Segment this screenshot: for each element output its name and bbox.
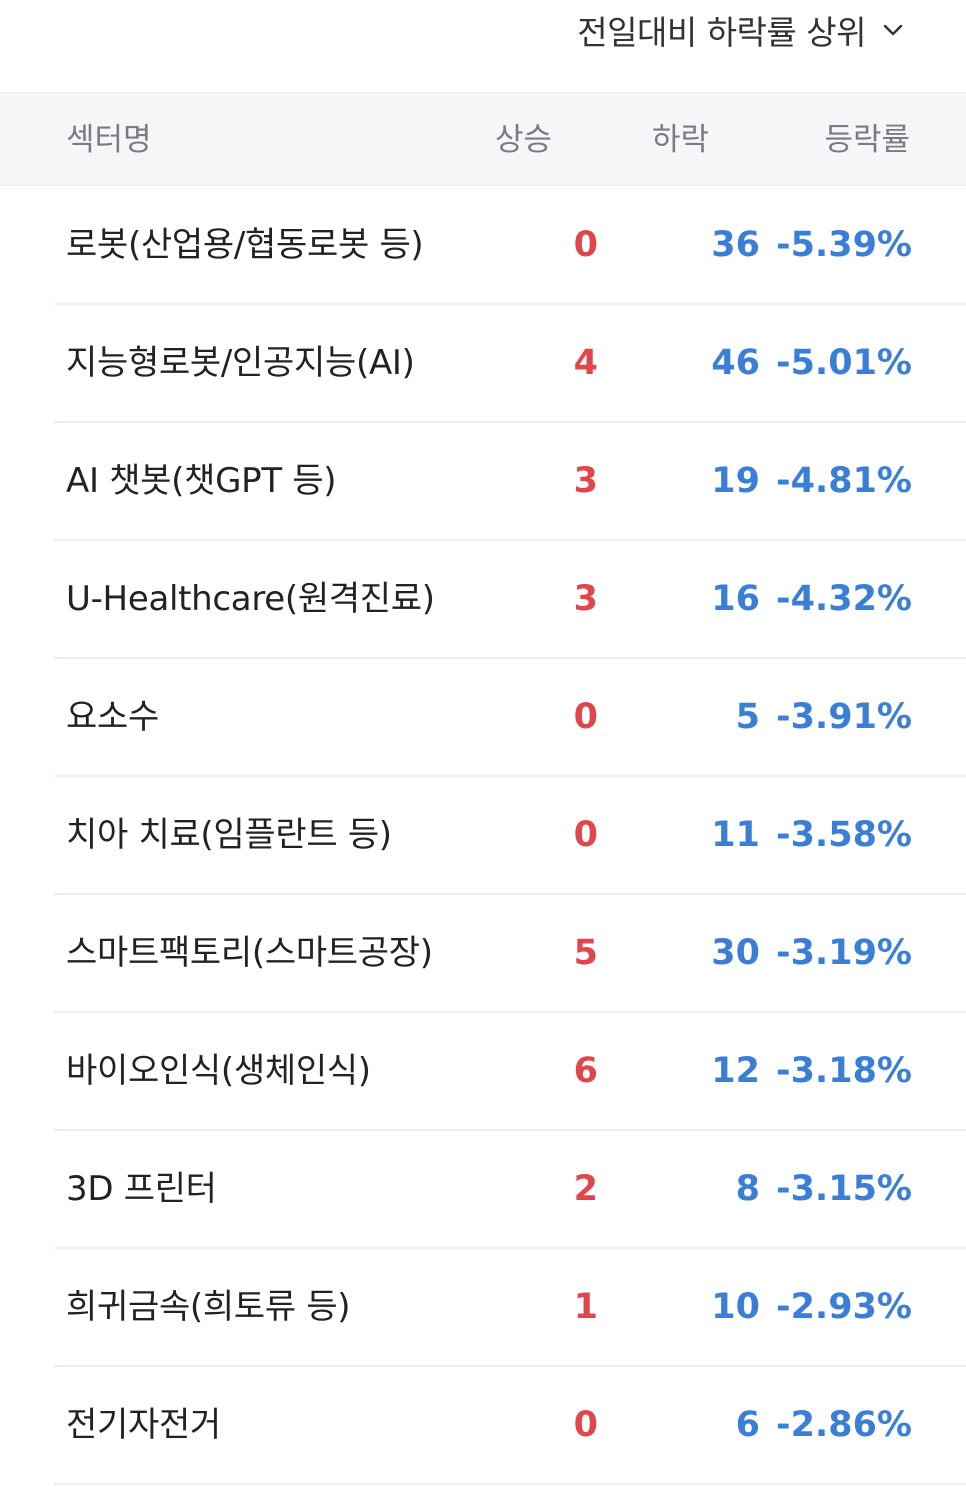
up-count: 0: [573, 1405, 598, 1445]
sector-list: 로봇(산업용/협동로봇 등) 0 36 -5.39% 지능형로봇/인공지능(AI) 4 46…: [0, 187, 966, 1485]
change-rate: -3.18%: [776, 1051, 912, 1091]
table-row[interactable]: 바이오인식(생체인식) 6 12 -3.18%: [54, 1013, 966, 1131]
sector-name: 치아 치료(임플란트 등): [66, 815, 392, 855]
change-rate: -3.91%: [776, 697, 912, 737]
chevron-down-icon: [883, 24, 903, 36]
table-row[interactable]: AI 챗봇(챗GPT 등) 3 19 -4.81%: [54, 423, 966, 541]
sector-name: U-Healthcare(원격진료): [66, 579, 435, 619]
down-count: 6: [735, 1405, 760, 1445]
change-rate: -5.39%: [776, 225, 912, 265]
change-rate: -2.86%: [776, 1405, 912, 1445]
sector-name: 희귀금속(희토류 등): [66, 1287, 351, 1327]
table-row[interactable]: 희귀금속(희토류 등) 1 10 -2.93%: [54, 1249, 966, 1367]
change-rate: -4.32%: [776, 579, 912, 619]
table-row[interactable]: 3D 프린터 2 8 -3.15%: [54, 1131, 966, 1249]
table-row[interactable]: U-Healthcare(원격진료) 3 16 -4.32%: [54, 541, 966, 659]
table-row[interactable]: 로봇(산업용/협동로봇 등) 0 36 -5.39%: [54, 187, 966, 305]
change-rate: -3.19%: [776, 933, 912, 973]
up-count: 1: [573, 1287, 598, 1327]
down-count: 11: [711, 815, 760, 855]
change-rate: -3.15%: [776, 1169, 912, 1209]
table-row[interactable]: 치아 치료(임플란트 등) 0 11 -3.58%: [54, 777, 966, 895]
up-count: 4: [573, 343, 598, 383]
change-rate: -3.58%: [776, 815, 912, 855]
down-count: 46: [711, 343, 760, 383]
up-count: 2: [573, 1169, 598, 1209]
sector-name: 요소수: [66, 697, 159, 737]
sector-name: 지능형로봇/인공지능(AI): [66, 343, 415, 383]
sector-name: 바이오인식(생체인식): [66, 1051, 371, 1091]
change-rate: -4.81%: [776, 461, 912, 501]
column-header-sector-name: 섹터명: [66, 122, 152, 158]
down-count: 5: [735, 697, 760, 737]
sort-dropdown[interactable]: 전일대비 하락률 상위: [577, 8, 908, 52]
up-count: 0: [573, 815, 598, 855]
sector-name: 전기자전거: [66, 1405, 221, 1445]
up-count: 3: [573, 579, 598, 619]
sector-name: AI 챗봇(챗GPT 등): [66, 461, 337, 501]
up-count: 6: [573, 1051, 598, 1091]
column-header-down: 하락: [651, 122, 709, 158]
down-count: 12: [711, 1051, 760, 1091]
down-count: 8: [735, 1169, 760, 1209]
change-rate: -2.93%: [776, 1287, 912, 1327]
table-row[interactable]: 전기자전거 0 6 -2.86%: [54, 1367, 966, 1485]
sector-name: 로봇(산업용/협동로봇 등): [66, 225, 424, 265]
table-header: 섹터명 상승 하락 등락률: [0, 92, 966, 186]
up-count: 0: [573, 697, 598, 737]
column-header-up: 상승: [494, 122, 552, 158]
table-row[interactable]: 요소수 0 5 -3.91%: [54, 659, 966, 777]
up-count: 3: [573, 461, 598, 501]
table-row[interactable]: 지능형로봇/인공지능(AI) 4 46 -5.01%: [54, 305, 966, 423]
sector-name: 3D 프린터: [66, 1169, 217, 1209]
down-count: 10: [711, 1287, 760, 1327]
sector-name: 스마트팩토리(스마트공장): [66, 933, 433, 973]
change-rate: -5.01%: [776, 343, 912, 383]
table-row[interactable]: 스마트팩토리(스마트공장) 5 30 -3.19%: [54, 895, 966, 1013]
top-bar: 전일대비 하락률 상위: [0, 0, 966, 92]
up-count: 0: [573, 225, 598, 265]
down-count: 36: [711, 225, 760, 265]
up-count: 5: [573, 933, 598, 973]
down-count: 30: [711, 933, 760, 973]
column-header-rate: 등락률: [824, 122, 910, 158]
down-count: 19: [711, 461, 760, 501]
sort-dropdown-label: 전일대비 하락률 상위: [577, 13, 866, 52]
down-count: 16: [711, 579, 760, 619]
